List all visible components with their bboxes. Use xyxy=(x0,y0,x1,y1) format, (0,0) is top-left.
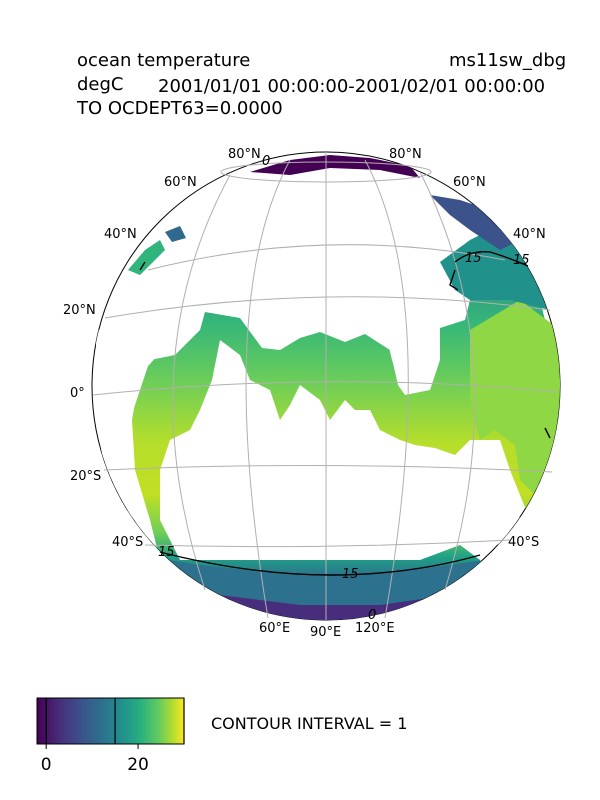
lon-label: 120°E xyxy=(355,621,395,636)
graticule xyxy=(92,152,559,620)
contour-label: 15 xyxy=(513,253,530,268)
contour-lines xyxy=(139,251,551,576)
lat-label: 40°N xyxy=(104,227,137,242)
lon-label: 90°E xyxy=(310,625,341,640)
contour-interval-label: CONTOUR INTERVAL = 1 xyxy=(211,714,408,733)
lat-label: 20°N xyxy=(63,303,96,318)
indochina-land xyxy=(378,300,430,380)
time-range: 2001/01/01 00:00:00-2001/02/01 00:00:00 xyxy=(158,76,546,97)
lat-label: 60°N xyxy=(164,175,197,190)
contour-label: 15 xyxy=(158,545,175,560)
pacific-cool-north xyxy=(440,225,550,310)
japan-sea xyxy=(430,195,520,250)
colorbar-ticks: 0 20 xyxy=(41,744,149,775)
colorbar-tick-label: 0 xyxy=(41,755,52,775)
pacific-field xyxy=(470,300,560,500)
southern-ocean-cold xyxy=(150,585,500,620)
lat-label-right: 60°N xyxy=(453,175,486,190)
lat-label: 40°S xyxy=(112,535,143,550)
colorbar-gradient xyxy=(36,697,185,745)
level-label: TO OCDEPT63=0.0000 xyxy=(77,98,283,119)
lat-label: 80°N xyxy=(228,147,261,162)
contour-label: 0 xyxy=(368,608,376,623)
lat-label-right: 40°S xyxy=(508,535,539,550)
colorbar-tick-label: 20 xyxy=(127,755,149,775)
lat-label-right: 80°N xyxy=(389,147,422,162)
arctic-ocean xyxy=(250,155,420,178)
mediterranean-sea xyxy=(128,240,165,275)
lat-label-right: 40°N xyxy=(513,227,546,242)
case-name: ms11sw_dbg xyxy=(449,50,567,71)
colorbar: 0 20 xyxy=(36,697,185,775)
contour-label: 15 xyxy=(465,251,482,266)
lat-label: 20°S xyxy=(70,469,101,484)
colorbar-contour-marks xyxy=(45,698,185,744)
variable-title: ocean temperature xyxy=(77,50,251,71)
lat-label: 0° xyxy=(70,386,85,401)
globe-map: 15 15 15 15 0 0 80°N 60°N 40°N 20°N 0° 2… xyxy=(63,147,561,640)
contour-label: 0 xyxy=(262,154,270,169)
lon-label: 60°E xyxy=(259,621,290,636)
caspian-sea xyxy=(165,226,186,242)
contour-label: 15 xyxy=(342,567,359,582)
units-label: degC xyxy=(77,74,124,95)
indian-ocean-field xyxy=(126,225,560,620)
australia-land xyxy=(440,450,520,545)
